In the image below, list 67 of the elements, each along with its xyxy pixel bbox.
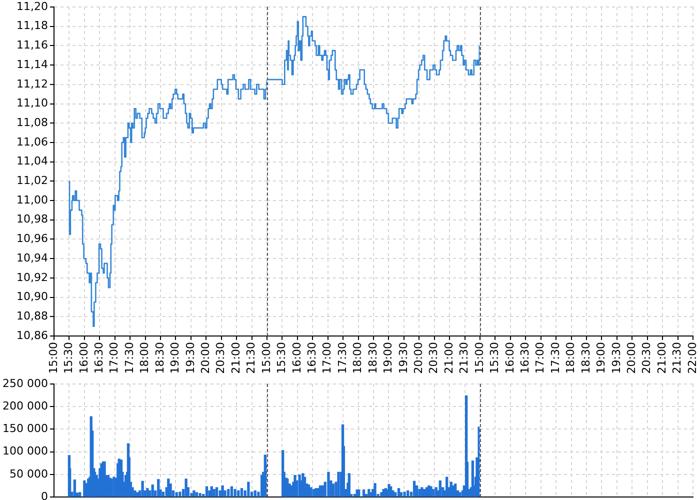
y-tick-label: 11,20	[16, 0, 48, 13]
y-tick-label: 10,92	[16, 270, 48, 284]
y-tick-label: 11,06	[16, 135, 48, 148]
y-tick-label: 11,14	[16, 58, 48, 71]
x-tick-label: 15:30	[275, 342, 288, 374]
x-tick-label: 18:30	[579, 342, 592, 374]
x-tick-label: 18:00	[564, 342, 578, 374]
x-tick-label: 22:00	[686, 342, 699, 374]
y-tick-label: 150 000	[2, 422, 48, 436]
y-tick-label: 11,10	[16, 96, 48, 110]
x-tick-label: 20:00	[412, 342, 425, 374]
x-tick-label: 15:00	[260, 342, 273, 374]
x-tick-label: 21:30	[458, 342, 471, 374]
y-tick-label: 10,86	[16, 328, 48, 342]
x-tick-label: 16:00	[77, 342, 90, 374]
x-tick-label: 17:30	[122, 342, 136, 374]
y-tick-label: 10,94	[16, 251, 48, 264]
y-tick-label: 10,88	[16, 310, 48, 323]
x-tick-label: 20:30	[427, 342, 440, 374]
x-tick-label: 21:30	[670, 342, 684, 374]
y-tick-label: 200 000	[2, 399, 48, 412]
y-tick-label: 10,98	[16, 212, 48, 226]
x-tick-label: 18:30	[153, 342, 166, 374]
x-tick-label: 20:30	[640, 342, 654, 374]
x-tick-label: 20:30	[214, 342, 228, 374]
x-tick-label: 21:30	[244, 342, 258, 374]
x-tick-label: 16:30	[306, 342, 318, 374]
x-tick-label: 19:00	[168, 342, 182, 374]
x-tick-label: 17:30	[336, 342, 349, 374]
x-tick-label: 15:00	[472, 342, 486, 374]
x-tick-label: 21:00	[442, 342, 456, 374]
x-tick-label: 15:00	[46, 342, 60, 374]
y-tick-label: 10,96	[16, 232, 48, 246]
x-tick-label: 19:30	[610, 342, 623, 374]
x-tick-label: 18:00	[351, 342, 364, 374]
x-tick-label: 20:00	[625, 342, 638, 374]
x-tick-label: 17:00	[320, 342, 334, 374]
x-tick-label: 21:00	[229, 342, 242, 374]
y-tick-label: 11,00	[16, 193, 48, 206]
y-tick-label: 11,16	[16, 38, 48, 52]
y-tick-label: 10,90	[16, 290, 48, 304]
y-tick-label: 11,12	[16, 77, 48, 90]
x-tick-label: 17:30	[548, 342, 562, 374]
x-tick-label: 16:00	[503, 342, 516, 374]
x-tick-label: 16:30	[518, 342, 532, 374]
x-tick-label: 21:00	[655, 342, 668, 374]
x-tick-label: 19:00	[382, 342, 395, 374]
x-tick-label: 16:30	[92, 342, 106, 374]
y-tick-label: 250 000	[2, 376, 48, 390]
x-tick-label: 17:00	[108, 342, 121, 374]
x-tick-label: 20:00	[199, 342, 212, 374]
y-tick-label: 0	[41, 490, 48, 500]
x-tick-label: 16:00	[290, 342, 304, 374]
y-tick-label: 11,18	[16, 19, 48, 32]
y-tick-label: 11,04	[16, 154, 48, 168]
x-tick-label: 19:30	[396, 342, 410, 374]
x-tick-label: 18:00	[138, 342, 152, 374]
y-tick-label: 100 000	[2, 444, 48, 458]
y-tick-label: 11,08	[16, 116, 48, 129]
y-tick-label: 50 000	[10, 467, 48, 480]
x-tick-label: 19:30	[184, 342, 197, 374]
y-tick-label: 11,02	[16, 174, 48, 188]
x-tick-label: 18:30	[366, 342, 380, 374]
x-tick-label: 15:30	[488, 342, 502, 374]
x-tick-label: 15:30	[62, 342, 76, 374]
x-tick-label: 17:00	[534, 342, 547, 374]
x-tick-label: 19:00	[594, 342, 608, 374]
